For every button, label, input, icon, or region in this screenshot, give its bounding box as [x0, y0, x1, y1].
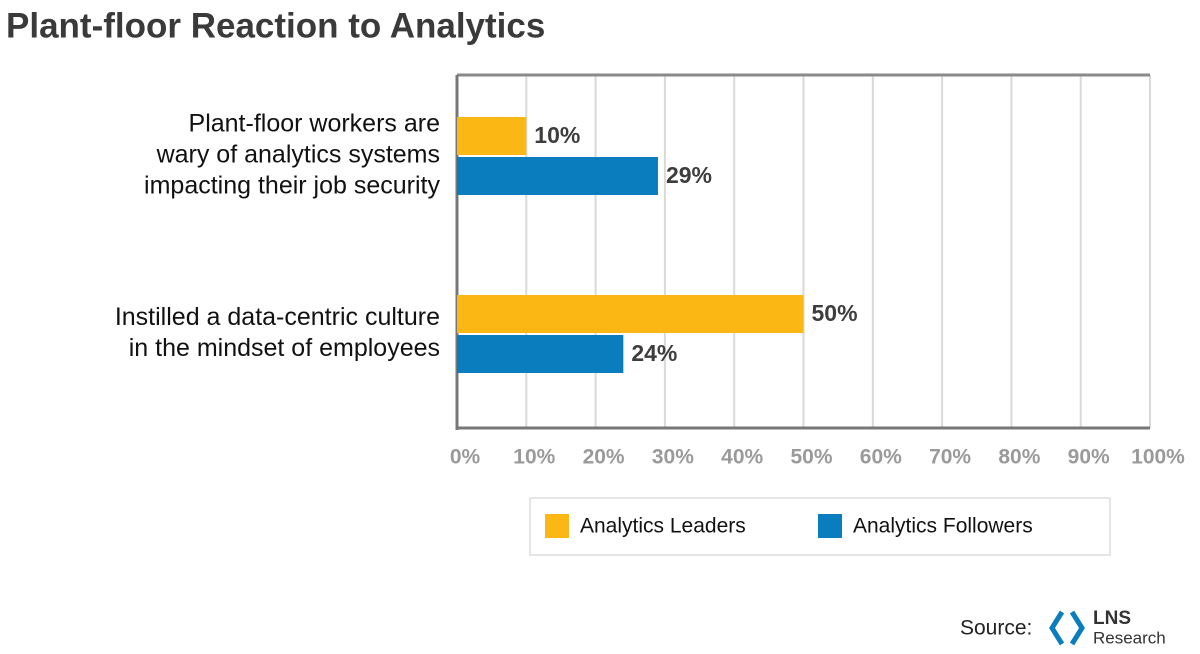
x-tick-label: 30%	[652, 446, 694, 469]
legend-label: Analytics Leaders	[580, 515, 746, 538]
x-tick-label: 90%	[1068, 446, 1110, 469]
legend-label: Analytics Followers	[853, 515, 1033, 538]
category-label: impacting their job security	[144, 172, 440, 200]
value-label: 50%	[812, 300, 858, 326]
value-label: 10%	[534, 122, 580, 148]
x-tick-label: 40%	[721, 446, 763, 469]
x-tick-label: 50%	[790, 446, 832, 469]
source-label: Source:	[960, 617, 1032, 640]
x-tick-label: 10%	[513, 446, 555, 469]
x-tick-label: 20%	[583, 446, 625, 469]
legend-swatch	[818, 514, 842, 538]
category-label: Instilled a data-centric culture	[115, 303, 440, 331]
logo-icon	[1049, 610, 1085, 646]
bar	[457, 157, 658, 195]
bar	[457, 117, 527, 155]
value-label: 29%	[666, 162, 712, 188]
value-label: 24%	[631, 340, 677, 366]
x-tick-label: 100%	[1131, 446, 1185, 469]
x-tick-label: 60%	[860, 446, 902, 469]
logo-text: LNS	[1093, 608, 1131, 629]
category-label: Plant-floor workers are	[189, 110, 440, 138]
legend-swatch	[545, 514, 569, 538]
category-label: in the mindset of employees	[129, 334, 440, 362]
chart-title: Plant-floor Reaction to Analytics	[6, 6, 545, 45]
category-label: wary of analytics systems	[156, 141, 440, 169]
x-tick-label: 0%	[450, 446, 481, 469]
bar	[457, 335, 624, 373]
logo-subtext: Research	[1093, 628, 1166, 647]
x-tick-label: 70%	[929, 446, 971, 469]
bar	[457, 295, 804, 333]
x-tick-label: 80%	[998, 446, 1040, 469]
